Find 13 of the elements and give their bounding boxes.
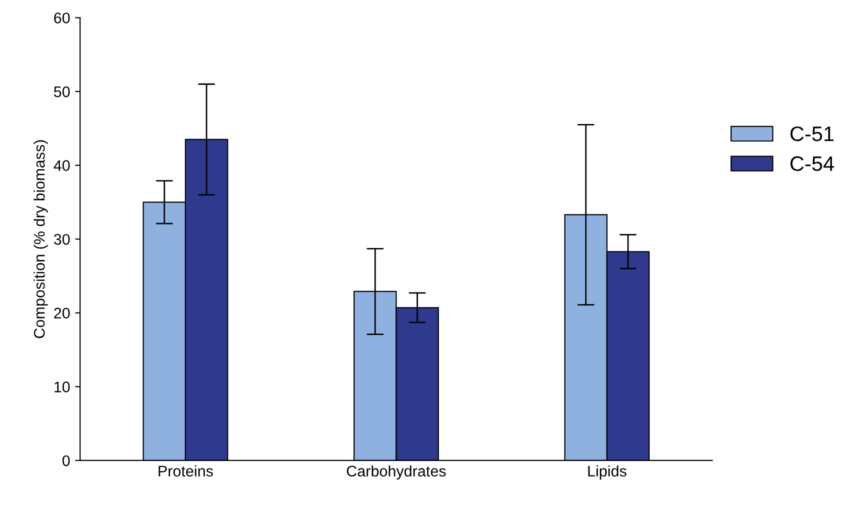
y-tick-label: 10 [54,382,70,392]
y-tick-label: 0 [62,455,70,466]
x-tick-label: Proteins [158,465,213,477]
legend-label: C-54 [790,156,834,172]
legend-label: C-51 [790,126,834,142]
y-tick-label: 60 [54,12,70,24]
y-tick-label: 40 [54,160,70,171]
x-tick-label: Lipids [588,465,626,480]
y-tick-label: 50 [54,86,70,98]
y-axis-title: Composition (% dry biomass) [34,140,48,338]
y-tick-label: 20 [54,308,70,319]
x-tick-label: Carbohydrates [346,465,446,480]
y-tick-label: 30 [54,234,70,245]
